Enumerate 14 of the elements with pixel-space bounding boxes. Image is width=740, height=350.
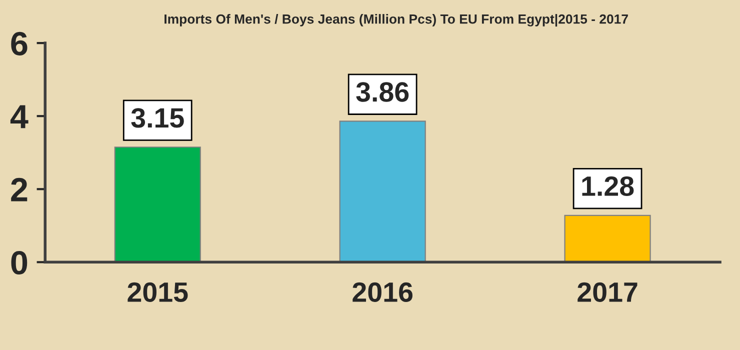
data-label: 1.28 xyxy=(582,176,634,196)
y-tick-label: 0 xyxy=(11,250,28,275)
bar xyxy=(564,214,651,262)
bar xyxy=(339,120,426,262)
y-tick-label: 4 xyxy=(10,105,28,128)
y-tick-label: 2 xyxy=(11,178,28,202)
data-label: 3.86 xyxy=(356,82,409,102)
chart-title: Imports Of Men's / Boys Jeans (Million Pcs) To EU From Egypt|2015 - 2017 xyxy=(164,14,628,27)
y-tick-label: 6 xyxy=(11,32,28,56)
data-label: 3.15 xyxy=(131,108,184,128)
x-tick-label: 2017 xyxy=(578,282,638,302)
x-tick-label: 2016 xyxy=(352,282,412,302)
bar xyxy=(114,146,201,262)
x-tick-label: 2015 xyxy=(128,282,188,302)
